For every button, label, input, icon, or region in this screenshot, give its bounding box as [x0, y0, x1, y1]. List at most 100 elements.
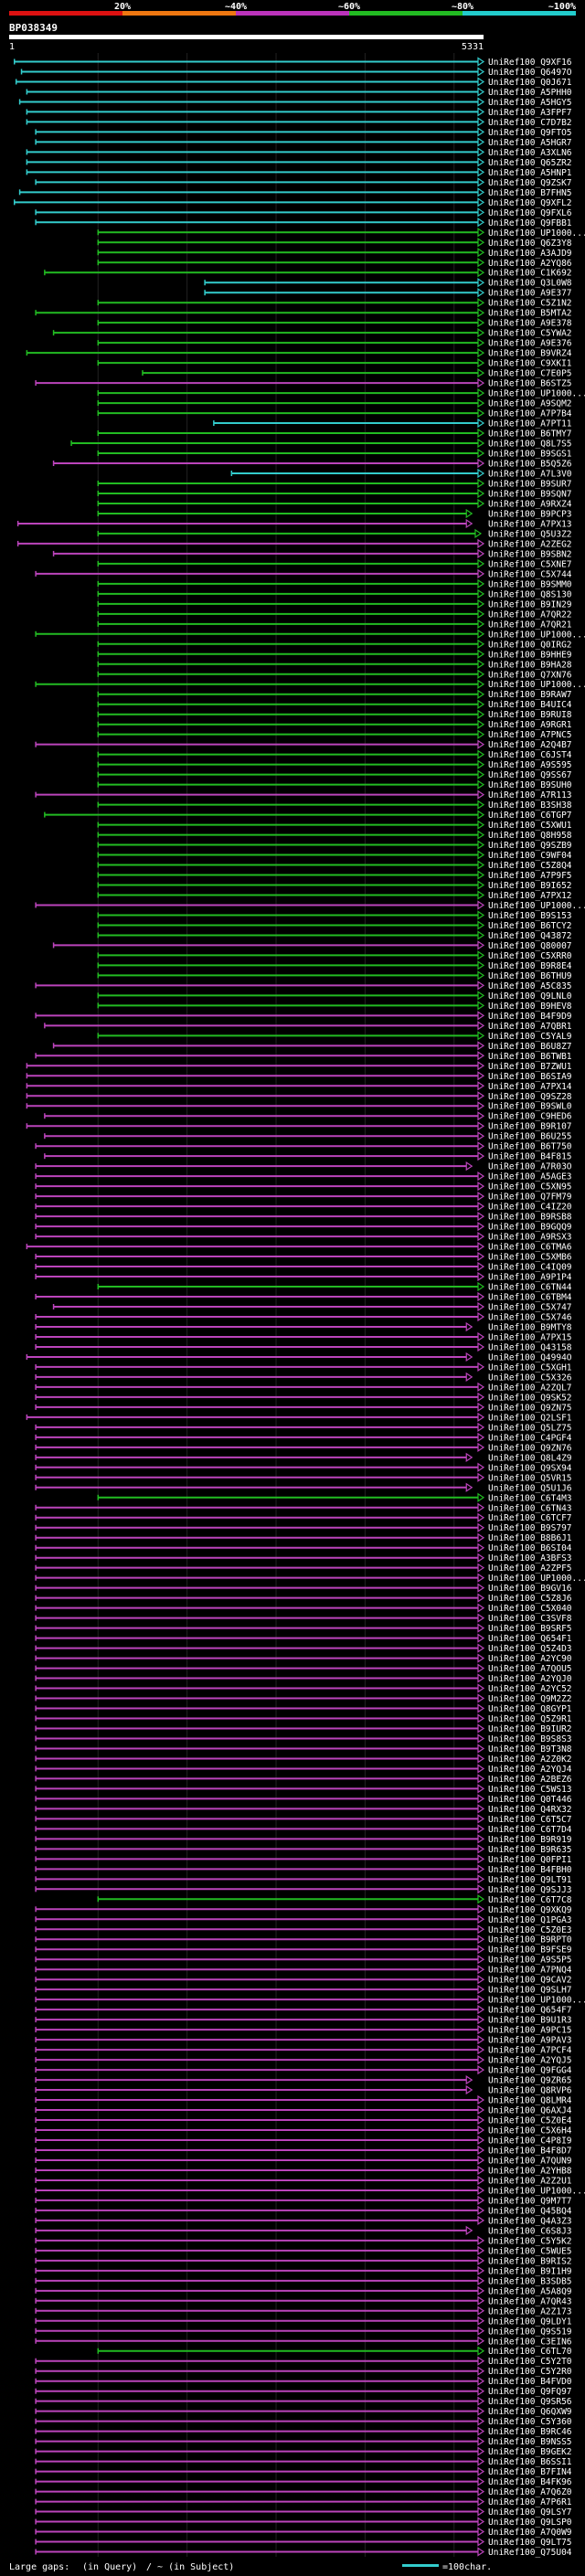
- hit-label: UniRef100_B9SMM0: [488, 579, 572, 589]
- alignment-arrow-head: [477, 1553, 485, 1563]
- hit-label: UniRef100_A7PT11: [488, 419, 572, 429]
- hit-label: UniRef100_UP1000...: [488, 1996, 585, 2006]
- alignment-arrow-head: [477, 2406, 485, 2416]
- alignment-arrow-head: [477, 719, 485, 729]
- alignment-arrow-head: [477, 910, 485, 920]
- alignment-row: UniRef100_A3XLN6: [26, 147, 572, 158]
- alignment-row: UniRef100_C4IZ20: [35, 1201, 572, 1213]
- alignment-row: UniRef100_Q9FGG4: [35, 2064, 572, 2076]
- alignment-arrow-head: [477, 1111, 485, 1121]
- alignment-row: UniRef100_C5Z0E4: [35, 2115, 572, 2126]
- alignment-arrow-head: [477, 248, 485, 258]
- hit-label: UniRef100_B9RC46: [488, 2427, 572, 2437]
- alignment-row: UniRef100_A7P7B4: [97, 408, 572, 419]
- in-subject-label: / ~ (in Subject): [146, 2562, 234, 2572]
- hit-label: UniRef100_B6SIA9: [488, 1072, 572, 1082]
- hit-label: UniRef100_C5XNE7: [488, 559, 572, 569]
- hit-label: UniRef100_C5XN95: [488, 1182, 572, 1193]
- alignment-row: UniRef100_UP1000...: [97, 228, 585, 239]
- alignment-arrow-head: [477, 1301, 485, 1312]
- alignment-arrow-head: [477, 1341, 485, 1352]
- hit-label: UniRef100_Q9FQ97: [488, 2387, 572, 2397]
- hit-label: UniRef100_A3AJD9: [488, 249, 572, 259]
- hit-label: UniRef100_Q9LT75: [488, 2538, 572, 2548]
- alignment-arrow-head: [477, 1774, 485, 1784]
- alignment-arrow-head: [477, 790, 485, 800]
- hit-label: UniRef100_A7P7B4: [488, 409, 572, 419]
- alignment-arrow-head: [477, 558, 485, 569]
- alignment-row: UniRef100_B6TWB1: [35, 1051, 572, 1062]
- hit-label: UniRef100_Q8H958: [488, 831, 572, 841]
- hit-label: UniRef100_Q80007: [488, 941, 572, 951]
- hit-label: UniRef100_C6TL70: [488, 2347, 572, 2357]
- alignment-arrow-head: [477, 1021, 485, 1031]
- hit-label: UniRef100_C5YAL9: [488, 1032, 572, 1042]
- alignment-row: UniRef100_B9MTY8: [35, 1321, 572, 1332]
- hit-label: UniRef100_A2YQJ0: [488, 1674, 572, 1684]
- hit-label: UniRef100_B9R919: [488, 1835, 572, 1845]
- hit-label: UniRef100_B9SGS1: [488, 450, 572, 460]
- alignment-arrow-head: [477, 387, 485, 398]
- alignment-arrow-head: [477, 1311, 485, 1322]
- hit-label: UniRef100_Q6QXW9: [488, 2407, 572, 2417]
- alignment-arrow-head: [477, 2446, 485, 2456]
- alignment-row: UniRef100_B4UIC4: [97, 699, 572, 710]
- alignment-row: UniRef100_B5MTA2: [35, 308, 572, 319]
- alignment-row: UniRef100_B9SUR7: [97, 478, 572, 489]
- hit-label: UniRef100_B9R8E4: [488, 961, 572, 971]
- hit-label: UniRef100_A2YC52: [488, 1684, 572, 1694]
- hit-label: UniRef100_C4P8I9: [488, 2136, 572, 2147]
- hit-label: UniRef100_B9SQN7: [488, 489, 572, 499]
- alignment-arrow-head: [477, 2456, 485, 2466]
- hit-label: UniRef100_C6TN43: [488, 1503, 572, 1513]
- alignment-arrow-head: [477, 217, 485, 228]
- hit-label: UniRef100_Q0FPI1: [488, 1855, 572, 1865]
- alignment-row: UniRef100_A7PT11: [213, 418, 572, 429]
- alignment-row: UniRef100_A9RXZ4: [97, 498, 572, 509]
- alignment-row: UniRef100_C5XRR0: [97, 950, 572, 961]
- alignment-arrow-head: [477, 1874, 485, 1884]
- hit-label: UniRef100_Q9LDY1: [488, 2316, 572, 2327]
- alignment-arrow-head: [477, 769, 485, 779]
- alignment-row: UniRef100_C5XNE7: [97, 558, 572, 569]
- alignment-arrow-head: [477, 578, 485, 588]
- alignment-row: UniRef100_A7L3V0: [230, 468, 572, 480]
- alignment-arrow-head: [477, 1382, 485, 1393]
- alignment-row: UniRef100_C5YAL9: [97, 1031, 572, 1042]
- hit-label: UniRef100_A5A8Q9: [488, 2286, 572, 2296]
- alignment-arrow-head: [477, 2215, 485, 2226]
- alignment-arrow-head: [477, 1231, 485, 1242]
- hit-label: UniRef100_B9T3N8: [488, 1744, 572, 1754]
- hit-label: UniRef100_B9S8S3: [488, 1734, 572, 1744]
- alignment-arrow-head: [477, 1814, 485, 1824]
- alignment-row: UniRef100_B3SDB5: [35, 2275, 572, 2286]
- alignment-row: UniRef100_A5PHH0: [26, 87, 572, 98]
- alignment-arrow-head: [477, 1432, 485, 1442]
- hit-label: UniRef100_Q8GYP1: [488, 1704, 572, 1714]
- alignment-arrow-head: [477, 1472, 485, 1482]
- alignment-row: UniRef100_C5YWA2: [52, 328, 572, 339]
- alignment-arrow-head: [477, 1532, 485, 1542]
- alignment-arrow-head: [477, 2125, 485, 2136]
- alignment-arrow-head: [477, 1673, 485, 1683]
- alignment-row: UniRef100_A2BEZ6: [35, 1774, 572, 1785]
- hit-label: UniRef100_A3XLN6: [488, 148, 572, 158]
- alignment-row: UniRef100_B5Q5Z6: [52, 458, 572, 470]
- hit-label: UniRef100_A2Q4B7: [488, 740, 572, 750]
- hit-label: UniRef100_B9SBN2: [488, 549, 572, 559]
- hit-label: UniRef100_B9HA28: [488, 660, 572, 670]
- alignment-row: UniRef100_Q75U04: [35, 2547, 572, 2558]
- hit-label: UniRef100_A2YQJ4: [488, 1765, 572, 1775]
- hit-label: UniRef100_Q5Z4D3: [488, 1644, 572, 1654]
- hit-label: UniRef100_B9SRF5: [488, 1624, 572, 1634]
- hit-label: UniRef100_A2Z173: [488, 2306, 572, 2316]
- alignment-row: UniRef100_B9RPT0: [35, 1935, 572, 1945]
- hit-label: UniRef100_B7FHN5: [488, 188, 572, 198]
- alignment-row: UniRef100_Q9LSY7: [35, 2507, 572, 2518]
- hit-label: UniRef100_C1K692: [488, 269, 572, 279]
- alignment-row: UniRef100_Q9XKQ9: [35, 1904, 572, 1915]
- alignment-arrow-head: [477, 1593, 485, 1603]
- alignment-row: UniRef100_A7Q0W9: [35, 2527, 572, 2538]
- hit-label: UniRef100_Q5LZ75: [488, 1423, 572, 1433]
- alignment-row: UniRef100_UP1000...: [35, 1573, 585, 1584]
